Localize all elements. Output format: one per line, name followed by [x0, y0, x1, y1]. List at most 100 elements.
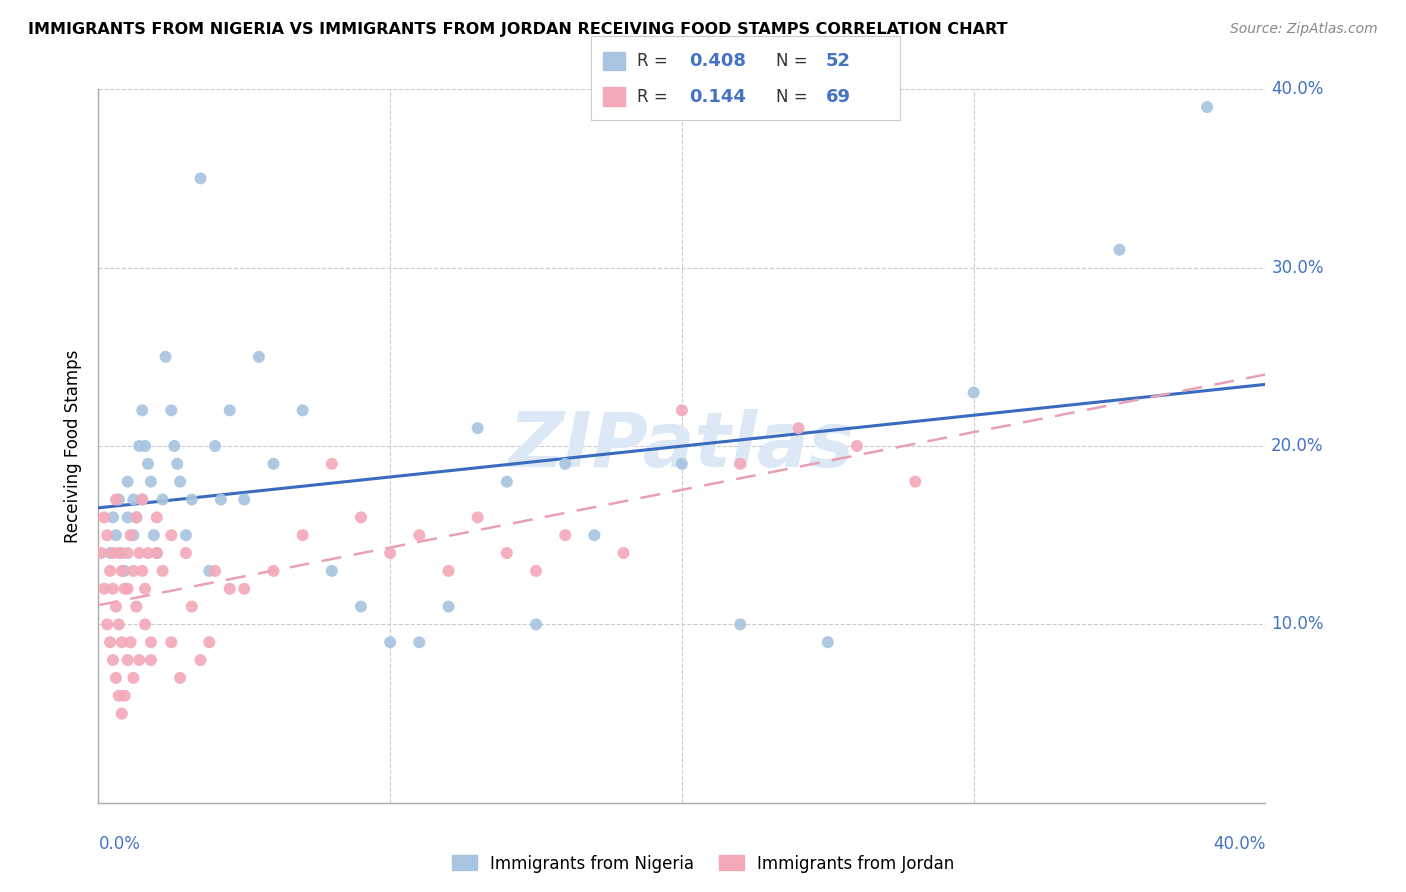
Point — [104, 671, 127, 685]
Point — [98, 546, 121, 560]
Point — [233, 582, 256, 596]
Point — [160, 635, 183, 649]
Point — [131, 564, 153, 578]
Point — [104, 528, 127, 542]
Point — [174, 528, 197, 542]
Point — [1108, 243, 1130, 257]
Point — [408, 635, 430, 649]
Point — [93, 582, 115, 596]
Point — [218, 403, 240, 417]
Text: Source: ZipAtlas.com: Source: ZipAtlas.com — [1230, 22, 1378, 37]
Text: R =: R = — [637, 87, 673, 105]
Point — [136, 546, 159, 560]
Point — [139, 475, 162, 489]
Point — [108, 689, 131, 703]
Text: 40.0%: 40.0% — [1213, 835, 1265, 853]
Point — [114, 582, 136, 596]
Point — [163, 439, 186, 453]
Point — [108, 546, 131, 560]
Text: 0.144: 0.144 — [689, 87, 747, 105]
Point — [101, 546, 124, 560]
Point — [120, 528, 142, 542]
Text: 52: 52 — [825, 52, 851, 70]
Text: 20.0%: 20.0% — [1271, 437, 1323, 455]
Point — [408, 528, 430, 542]
Point — [350, 510, 373, 524]
Text: 69: 69 — [825, 87, 851, 105]
Point — [204, 564, 226, 578]
Point — [155, 350, 177, 364]
Point — [131, 403, 153, 417]
Point — [152, 492, 174, 507]
Point — [93, 510, 115, 524]
Point — [190, 171, 212, 186]
Point — [787, 421, 810, 435]
Point — [817, 635, 839, 649]
Point — [291, 528, 314, 542]
Point — [90, 546, 112, 560]
Point — [117, 546, 139, 560]
Point — [104, 599, 127, 614]
Point — [114, 564, 136, 578]
Point — [612, 546, 634, 560]
Point — [671, 457, 693, 471]
Point — [111, 635, 134, 649]
Point — [350, 599, 373, 614]
Point — [1195, 100, 1218, 114]
Point — [152, 564, 174, 578]
Point — [142, 528, 165, 542]
Point — [467, 510, 489, 524]
Point — [98, 564, 121, 578]
Point — [321, 564, 343, 578]
Point — [108, 617, 131, 632]
Point — [104, 492, 127, 507]
Point — [128, 653, 150, 667]
Point — [122, 564, 145, 578]
Point — [671, 403, 693, 417]
Text: R =: R = — [637, 52, 673, 70]
Point — [904, 475, 927, 489]
Point — [125, 510, 148, 524]
Text: 30.0%: 30.0% — [1271, 259, 1323, 277]
Point — [134, 582, 156, 596]
Point — [117, 475, 139, 489]
Point — [180, 492, 202, 507]
Point — [218, 582, 240, 596]
Point — [728, 457, 751, 471]
Point — [101, 510, 124, 524]
Point — [136, 457, 159, 471]
Point — [321, 457, 343, 471]
Point — [128, 546, 150, 560]
Point — [122, 671, 145, 685]
Text: 40.0%: 40.0% — [1271, 80, 1323, 98]
Point — [524, 617, 547, 632]
Text: N =: N = — [776, 87, 813, 105]
Point — [378, 546, 402, 560]
Text: ZIPatlas: ZIPatlas — [509, 409, 855, 483]
Point — [117, 510, 139, 524]
Point — [554, 528, 576, 542]
Point — [180, 599, 202, 614]
Point — [262, 457, 284, 471]
Point — [114, 689, 136, 703]
Legend: Immigrants from Nigeria, Immigrants from Jordan: Immigrants from Nigeria, Immigrants from… — [444, 848, 962, 880]
Point — [146, 546, 169, 560]
Text: IMMIGRANTS FROM NIGERIA VS IMMIGRANTS FROM JORDAN RECEIVING FOOD STAMPS CORRELAT: IMMIGRANTS FROM NIGERIA VS IMMIGRANTS FR… — [28, 22, 1008, 37]
Point — [139, 653, 162, 667]
Point — [96, 528, 118, 542]
Point — [437, 599, 460, 614]
Point — [845, 439, 868, 453]
Point — [437, 564, 460, 578]
Point — [247, 350, 270, 364]
Point — [169, 475, 191, 489]
Point — [160, 403, 183, 417]
Point — [131, 492, 153, 507]
Point — [125, 510, 148, 524]
Point — [120, 635, 142, 649]
Point — [467, 421, 489, 435]
Point — [96, 617, 118, 632]
Point — [198, 635, 221, 649]
Point — [204, 439, 226, 453]
Point — [98, 635, 121, 649]
Point — [962, 385, 984, 400]
